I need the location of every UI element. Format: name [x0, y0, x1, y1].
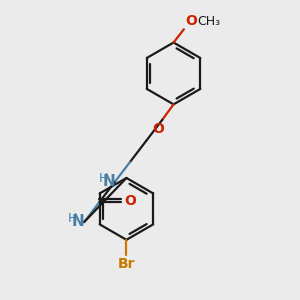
- Text: N: N: [103, 174, 115, 189]
- Text: CH₃: CH₃: [197, 15, 220, 28]
- Text: H: H: [68, 212, 77, 225]
- Text: H: H: [99, 172, 108, 185]
- Text: Br: Br: [118, 257, 135, 271]
- Text: O: O: [124, 194, 136, 208]
- Text: N: N: [72, 214, 85, 229]
- Text: O: O: [153, 122, 164, 136]
- Text: O: O: [185, 14, 197, 28]
